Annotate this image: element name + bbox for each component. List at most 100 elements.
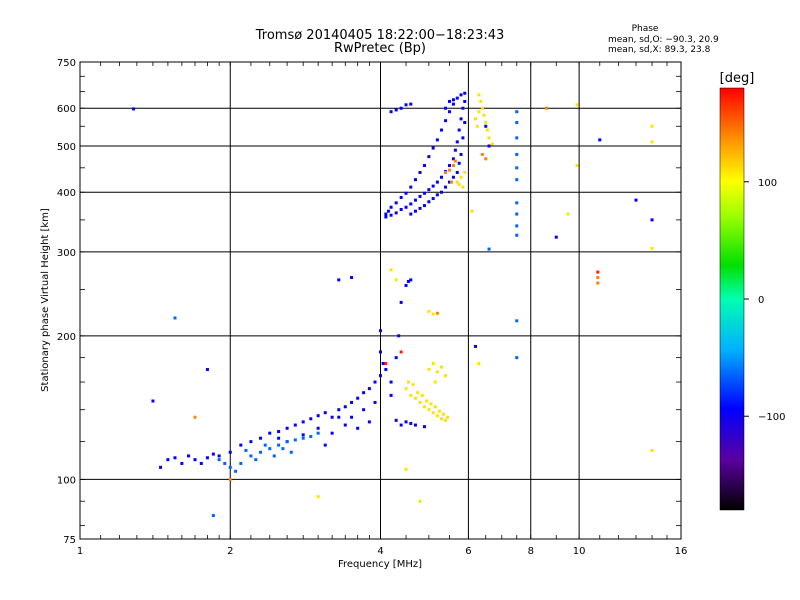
scatter-point <box>330 415 334 419</box>
scatter-point <box>389 213 393 217</box>
scatter-point <box>418 400 422 404</box>
scatter-point <box>301 433 305 437</box>
y-tick-label: 300 <box>57 248 76 259</box>
scatter-point <box>435 193 439 197</box>
scatter-point <box>475 124 479 128</box>
scatter-point <box>394 418 398 422</box>
scatter-point <box>228 465 232 469</box>
scatter-point <box>515 121 519 125</box>
scatter-point <box>409 278 413 282</box>
scatter-point <box>422 204 426 208</box>
scatter-point <box>435 370 439 374</box>
scatter-point <box>166 458 170 462</box>
scatter-point <box>444 119 448 123</box>
scatter-point <box>440 365 444 369</box>
scatter-point <box>337 415 341 419</box>
scatter-point <box>515 152 519 156</box>
scatter-point <box>440 175 444 179</box>
colorbar-tick-label: 100 <box>758 178 777 189</box>
scatter-point <box>277 443 281 447</box>
scatter-point <box>239 461 243 465</box>
scatter-point <box>277 436 281 440</box>
scatter-point <box>132 107 136 111</box>
scatter-point <box>205 456 209 460</box>
scatter-point <box>457 161 461 165</box>
y-tick-label: 75 <box>63 535 76 546</box>
scatter-point <box>459 93 463 97</box>
scatter-point <box>379 350 382 354</box>
scatter-point <box>446 415 450 419</box>
x-tick-label: 6 <box>465 546 471 557</box>
scatter-point <box>367 420 371 424</box>
scatter-point <box>394 211 398 215</box>
plot-frame <box>79 61 682 540</box>
scatter-point <box>490 142 494 146</box>
scatter-point <box>463 91 467 95</box>
scatter-point <box>425 399 429 403</box>
scatter-point <box>444 374 448 378</box>
scatter-point <box>343 405 347 409</box>
scatter-point <box>427 408 431 412</box>
scatter-point <box>416 391 420 395</box>
scatter-point <box>566 212 570 216</box>
scatter-point <box>394 201 398 205</box>
scatter-point <box>397 334 401 338</box>
scatter-point <box>650 140 654 144</box>
scatter-point <box>193 458 197 462</box>
scatter-point <box>484 121 488 125</box>
scatter-point <box>337 408 341 412</box>
scatter-point <box>379 374 382 378</box>
scatter-point <box>316 495 320 499</box>
scatter-point <box>173 316 177 320</box>
scatter-point <box>199 461 203 465</box>
scatter-point <box>650 448 654 452</box>
scatter-point <box>427 367 431 371</box>
scatter-point <box>455 180 459 184</box>
scatter-point <box>463 121 467 125</box>
scatter-point <box>422 425 426 429</box>
y-tick-label: 750 <box>57 58 76 69</box>
x-tick-label: 16 <box>675 546 688 557</box>
scatter-point <box>343 423 347 427</box>
scatter-point <box>463 99 467 103</box>
scatter-point <box>596 281 600 285</box>
scatter-point <box>487 144 491 148</box>
scatter-point <box>384 215 388 219</box>
scatter-point <box>249 454 253 458</box>
scatter-point <box>459 175 463 179</box>
scatter-point <box>515 166 519 170</box>
scatter-point <box>159 465 163 469</box>
scatter-point <box>435 138 439 142</box>
scatter-point <box>455 96 459 100</box>
scatter-point <box>431 361 435 365</box>
scatter-point <box>463 170 467 174</box>
scatter-point <box>453 159 457 163</box>
scatter-point <box>217 458 221 462</box>
scatter-point <box>309 435 313 439</box>
scatter-point <box>650 218 654 222</box>
scatter-point <box>268 431 272 435</box>
y-tick-label: 500 <box>57 142 76 153</box>
scatter-point <box>404 387 408 391</box>
y-tick-label: 100 <box>57 475 76 486</box>
scatter-point <box>389 268 393 272</box>
scatter-point <box>223 461 227 465</box>
scatter-point <box>427 309 431 313</box>
scatter-point <box>459 152 463 156</box>
scatter-point <box>477 93 481 97</box>
colorbar-tick-label: −100 <box>758 412 785 423</box>
x-tick-label: 8 <box>528 546 534 557</box>
scatter-point <box>444 170 448 174</box>
scatter-point <box>433 380 437 384</box>
scatter-point <box>515 356 519 360</box>
scatter-point <box>544 106 548 110</box>
scatter-point <box>413 178 417 182</box>
scatter-point <box>484 157 488 161</box>
scatter-point <box>272 454 276 458</box>
colorbar <box>719 87 745 511</box>
scatter-point <box>379 329 382 333</box>
scatter-point <box>477 361 481 365</box>
scatter-point <box>404 283 408 287</box>
scatter-point <box>394 108 398 112</box>
